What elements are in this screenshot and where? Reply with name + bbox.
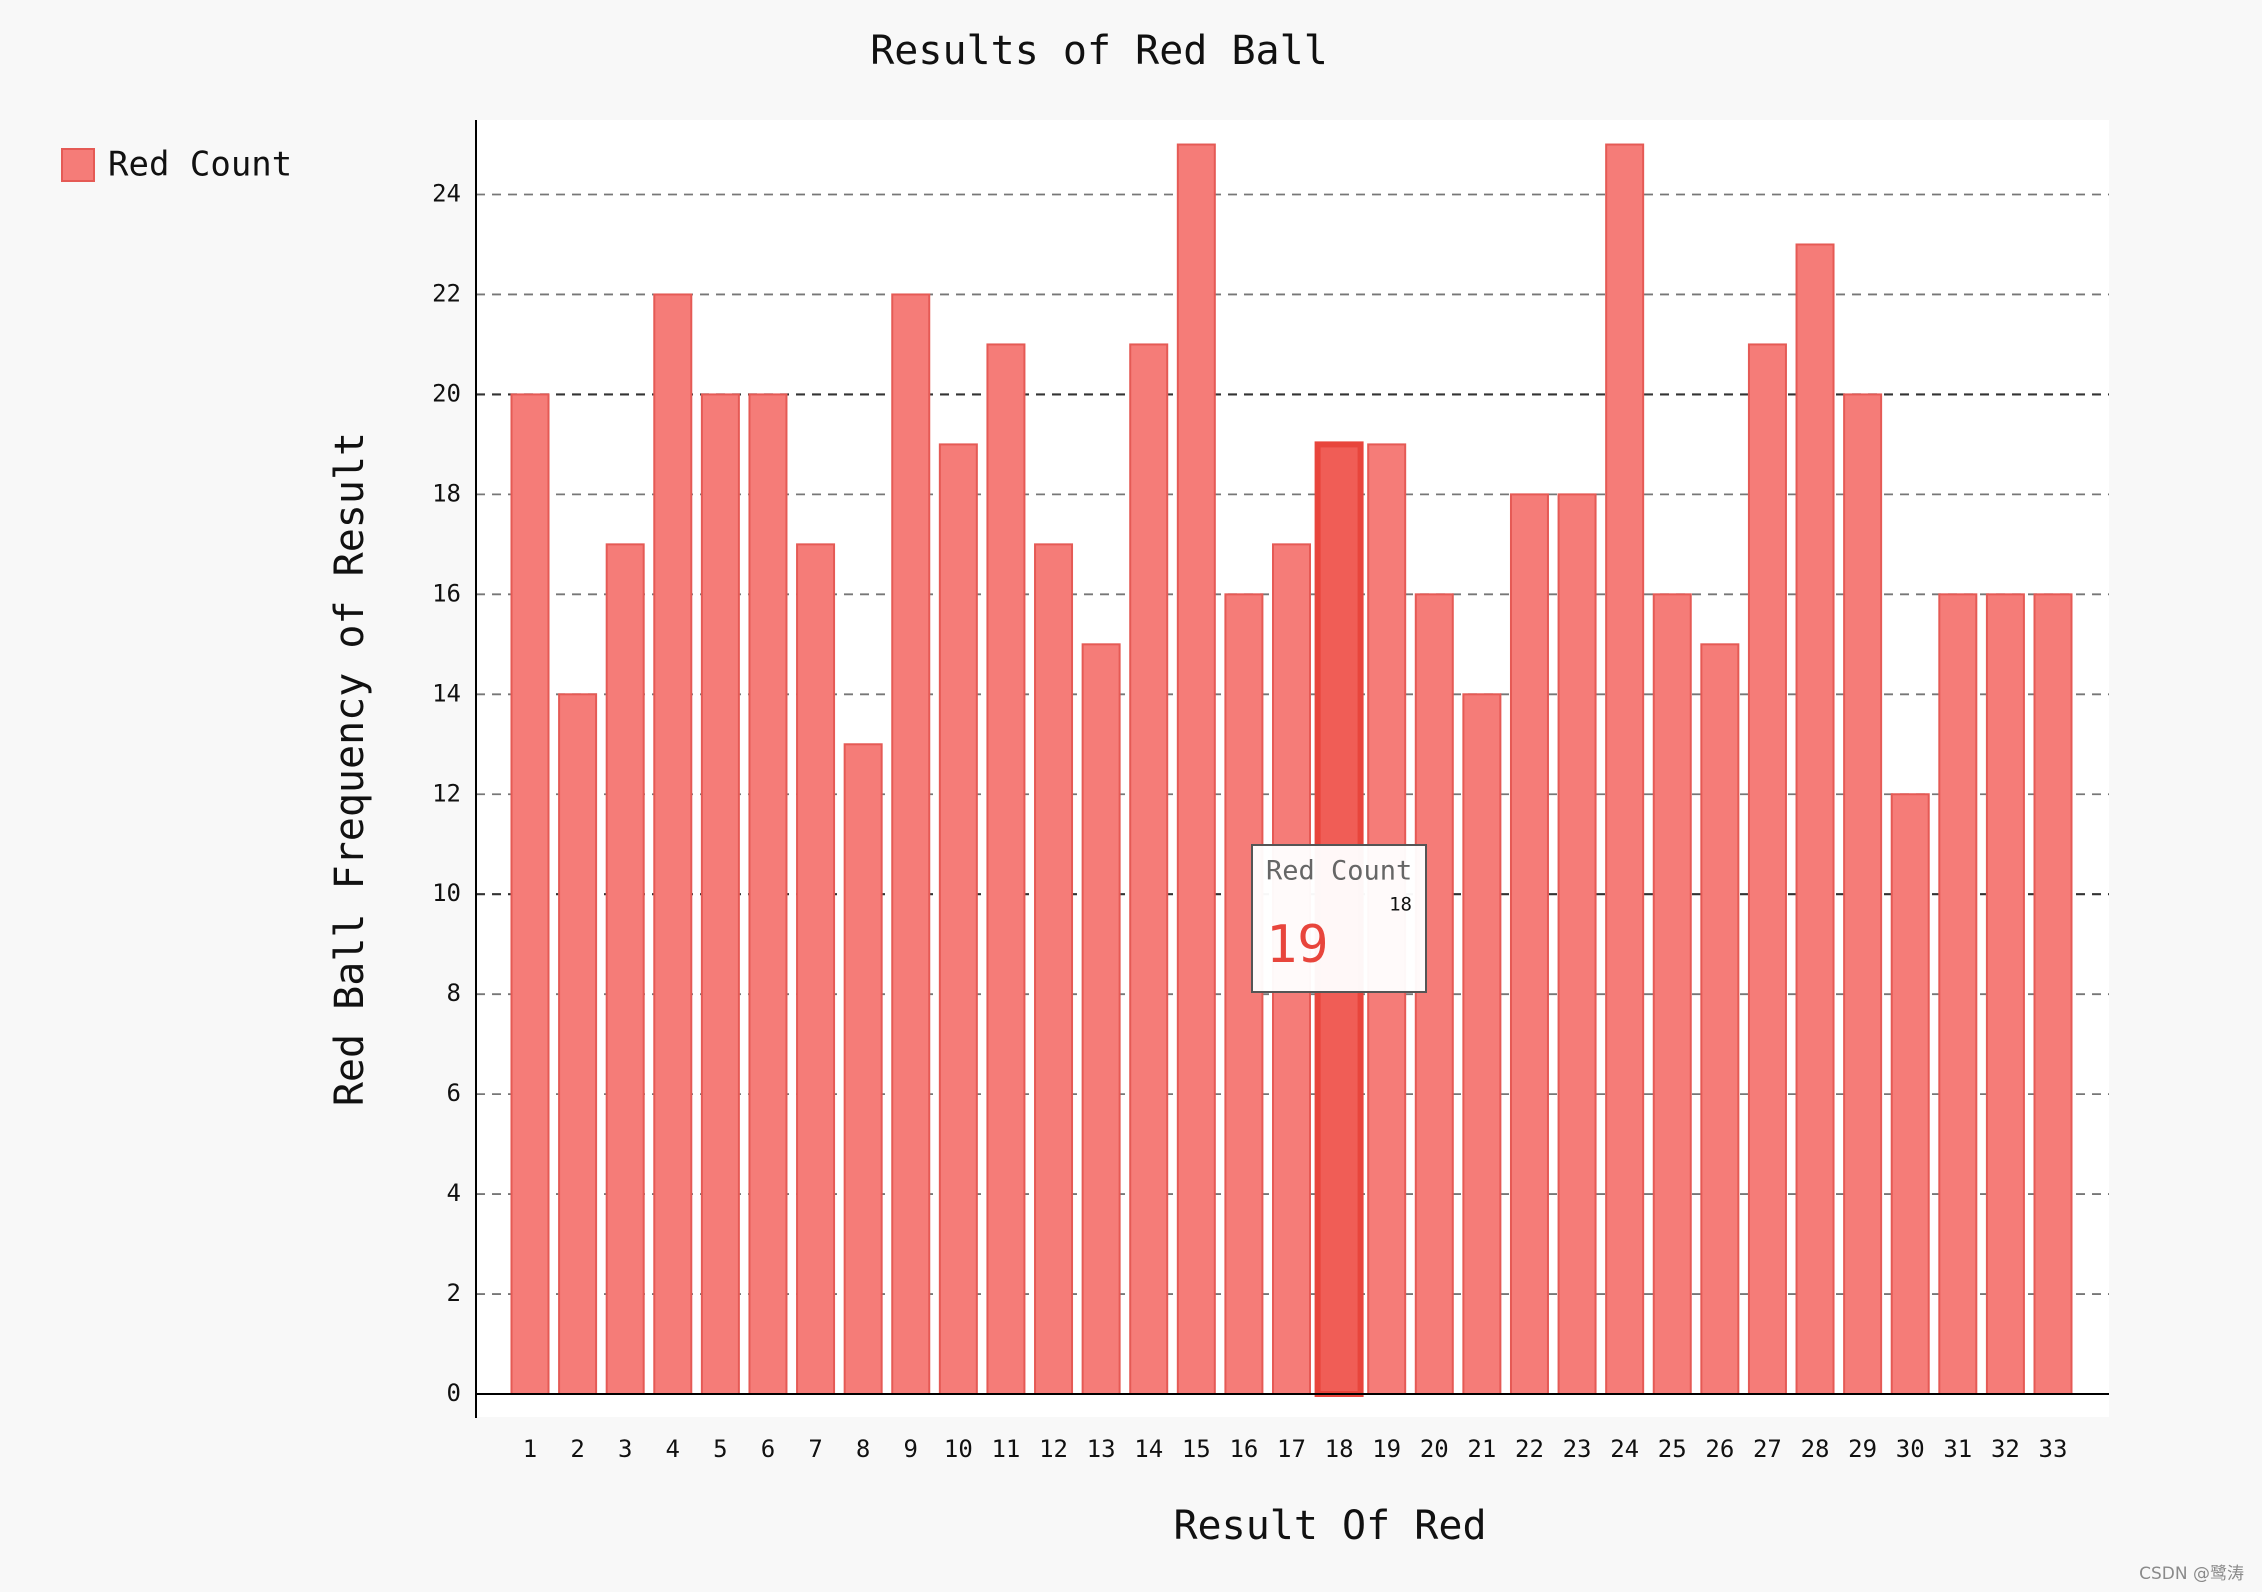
x-tick-label: 30 (1896, 1435, 1925, 1463)
bar[interactable] (1938, 593, 1978, 1395)
bar[interactable] (1224, 593, 1264, 1395)
x-tick-label: 23 (1563, 1435, 1592, 1463)
x-tick-label: 21 (1467, 1435, 1496, 1463)
bar[interactable] (605, 543, 645, 1395)
x-tick-label: 17 (1277, 1435, 1306, 1463)
bar[interactable] (891, 293, 931, 1395)
y-tick-label: 18 (432, 479, 461, 507)
x-tick-label: 28 (1801, 1435, 1830, 1463)
bar[interactable] (986, 343, 1026, 1395)
tooltip-series-name: Red Count (1266, 856, 1412, 887)
bar[interactable] (1462, 693, 1502, 1395)
x-tick-label: 15 (1182, 1435, 1211, 1463)
x-tick-label: 10 (944, 1435, 973, 1463)
x-tick-label: 22 (1515, 1435, 1544, 1463)
y-tick-label: 0 (447, 1379, 461, 1407)
x-tick-label: 33 (2039, 1435, 2068, 1463)
y-tick-label: 10 (432, 879, 461, 907)
bar[interactable] (938, 443, 978, 1396)
legend-swatch (61, 148, 95, 182)
bar[interactable] (558, 693, 598, 1395)
tooltip: Red Count 18 19 (1251, 844, 1427, 993)
x-tick-label: 24 (1610, 1435, 1639, 1463)
x-tick-label: 9 (904, 1435, 918, 1463)
x-tick-label: 26 (1705, 1435, 1734, 1463)
x-tick-label: 16 (1229, 1435, 1258, 1463)
x-tick-label: 12 (1039, 1435, 1068, 1463)
x-tick-label: 8 (856, 1435, 870, 1463)
bar[interactable] (748, 393, 788, 1395)
x-tick-label: 4 (666, 1435, 680, 1463)
x-tick-label: 6 (761, 1435, 775, 1463)
tooltip-box (1251, 844, 1427, 993)
legend-label: Red Count (108, 145, 292, 185)
y-tick-label: 22 (432, 279, 461, 307)
x-tick-label: 3 (618, 1435, 632, 1463)
bar[interactable] (1129, 343, 1169, 1395)
x-axis-tick-labels: 1 2 3 4 5 6 7 8 9 10 11 12 13 14 15 16 17 18 19 20 21 22 23 24 2… (523, 1435, 2068, 1463)
y-tick-label: 8 (447, 979, 461, 1007)
bar[interactable] (1176, 143, 1216, 1395)
bar[interactable] (1985, 593, 2025, 1395)
y-tick-label: 2 (447, 1279, 461, 1307)
bar[interactable] (1081, 643, 1121, 1395)
x-tick-label: 19 (1372, 1435, 1401, 1463)
y-tick-label: 6 (447, 1079, 461, 1107)
bar[interactable] (1652, 593, 1692, 1395)
x-tick-label: 1 (523, 1435, 537, 1463)
bar[interactable] (1034, 543, 1074, 1395)
bar[interactable] (1700, 643, 1740, 1395)
bar[interactable] (1605, 143, 1645, 1395)
x-tick-label: 18 (1325, 1435, 1354, 1463)
bar[interactable] (2033, 593, 2073, 1395)
legend[interactable]: Red Count (61, 145, 292, 185)
watermark: CSDN @鹭涛 (2139, 1564, 2244, 1584)
bar[interactable] (1557, 493, 1597, 1395)
x-tick-label: 2 (570, 1435, 584, 1463)
bar[interactable] (796, 543, 836, 1395)
y-tick-label: 14 (432, 679, 461, 707)
y-tick-label: 4 (447, 1179, 461, 1207)
x-tick-label: 7 (808, 1435, 822, 1463)
bar[interactable] (1747, 343, 1787, 1395)
y-tick-label: 16 (432, 579, 461, 607)
bar[interactable] (1843, 393, 1883, 1395)
x-tick-label: 29 (1848, 1435, 1877, 1463)
bar[interactable] (1890, 793, 1930, 1395)
x-tick-label: 27 (1753, 1435, 1782, 1463)
bars (510, 143, 2073, 1398)
x-axis-title: Result Of Red (1173, 1503, 1486, 1549)
x-tick-label: 13 (1087, 1435, 1116, 1463)
x-tick-label: 11 (991, 1435, 1020, 1463)
x-tick-label: 20 (1420, 1435, 1449, 1463)
bar[interactable] (1509, 493, 1549, 1395)
bar[interactable] (700, 393, 740, 1395)
x-tick-label: 25 (1658, 1435, 1687, 1463)
y-tick-label: 20 (432, 379, 461, 407)
x-tick-label: 32 (1991, 1435, 2020, 1463)
bar[interactable] (1414, 593, 1454, 1395)
tooltip-value: 19 (1266, 915, 1329, 975)
tooltip-category: 18 (1389, 894, 1412, 916)
bar[interactable] (510, 393, 550, 1395)
x-tick-label: 14 (1134, 1435, 1163, 1463)
y-axis-title: Red Ball Frequency of Result (327, 432, 373, 1106)
y-tick-label: 12 (432, 779, 461, 807)
bar[interactable] (843, 743, 883, 1395)
y-tick-label: 24 (432, 180, 461, 208)
x-tick-label: 5 (713, 1435, 727, 1463)
x-tick-label: 31 (1943, 1435, 1972, 1463)
bar[interactable] (1795, 243, 1835, 1396)
bar[interactable] (653, 293, 693, 1395)
chart-title: Results of Red Ball (870, 28, 1328, 74)
